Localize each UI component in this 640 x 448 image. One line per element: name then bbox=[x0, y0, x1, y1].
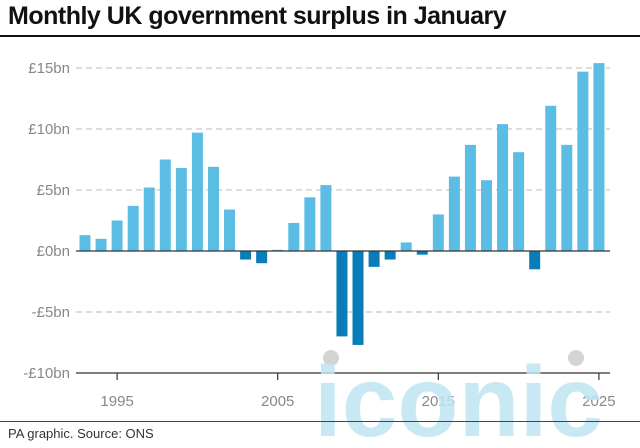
bar-2011 bbox=[369, 251, 380, 267]
bar-2009 bbox=[336, 251, 347, 336]
bar-2018 bbox=[481, 180, 492, 251]
bar-2007 bbox=[304, 197, 315, 251]
bar-2021 bbox=[529, 251, 540, 269]
y-tick-label: £15bn bbox=[28, 60, 70, 77]
bar-2000 bbox=[192, 133, 203, 251]
bar-chart: £15bn £10bn £5bn £0bn -£5bn -£10bn 1995 2005 201… bbox=[0, 0, 640, 420]
bar-1997 bbox=[144, 188, 155, 251]
bar-2023 bbox=[561, 145, 572, 251]
bar-2017 bbox=[465, 145, 476, 251]
footer-divider bbox=[0, 421, 640, 422]
bar-2012 bbox=[385, 251, 396, 260]
bar-2004 bbox=[256, 251, 267, 263]
bar-2020 bbox=[513, 152, 524, 251]
bar-1994 bbox=[96, 239, 107, 251]
bar-2006 bbox=[288, 223, 299, 251]
y-tick-label: -£5bn bbox=[32, 304, 70, 321]
x-tick-label: 1995 bbox=[100, 393, 133, 410]
bar-2015 bbox=[433, 214, 444, 251]
y-tick-label: -£10bn bbox=[23, 365, 70, 382]
y-tick-label: £10bn bbox=[28, 121, 70, 138]
y-tick-label: £0bn bbox=[37, 243, 70, 260]
bar-2010 bbox=[353, 251, 364, 345]
bar-2019 bbox=[497, 124, 508, 251]
bars bbox=[80, 63, 605, 345]
bar-2001 bbox=[208, 167, 219, 251]
bar-2003 bbox=[240, 251, 251, 260]
bar-1999 bbox=[176, 168, 187, 251]
bar-2002 bbox=[224, 210, 235, 251]
source-note: PA graphic. Source: ONS bbox=[8, 426, 154, 441]
y-tick-label: £5bn bbox=[37, 182, 70, 199]
bar-2013 bbox=[401, 242, 412, 251]
bar-1993 bbox=[80, 235, 91, 251]
bar-1995 bbox=[112, 221, 123, 252]
x-tick-label: 2015 bbox=[422, 393, 455, 410]
bar-2022 bbox=[545, 106, 556, 251]
bar-1998 bbox=[160, 160, 171, 252]
bar-1996 bbox=[128, 206, 139, 251]
bar-2024 bbox=[577, 72, 588, 251]
x-tick-label: 2025 bbox=[582, 393, 615, 410]
bar-2008 bbox=[320, 185, 331, 251]
bar-2016 bbox=[449, 177, 460, 251]
x-tick-label: 2005 bbox=[261, 393, 294, 410]
bar-2025 bbox=[593, 63, 604, 251]
